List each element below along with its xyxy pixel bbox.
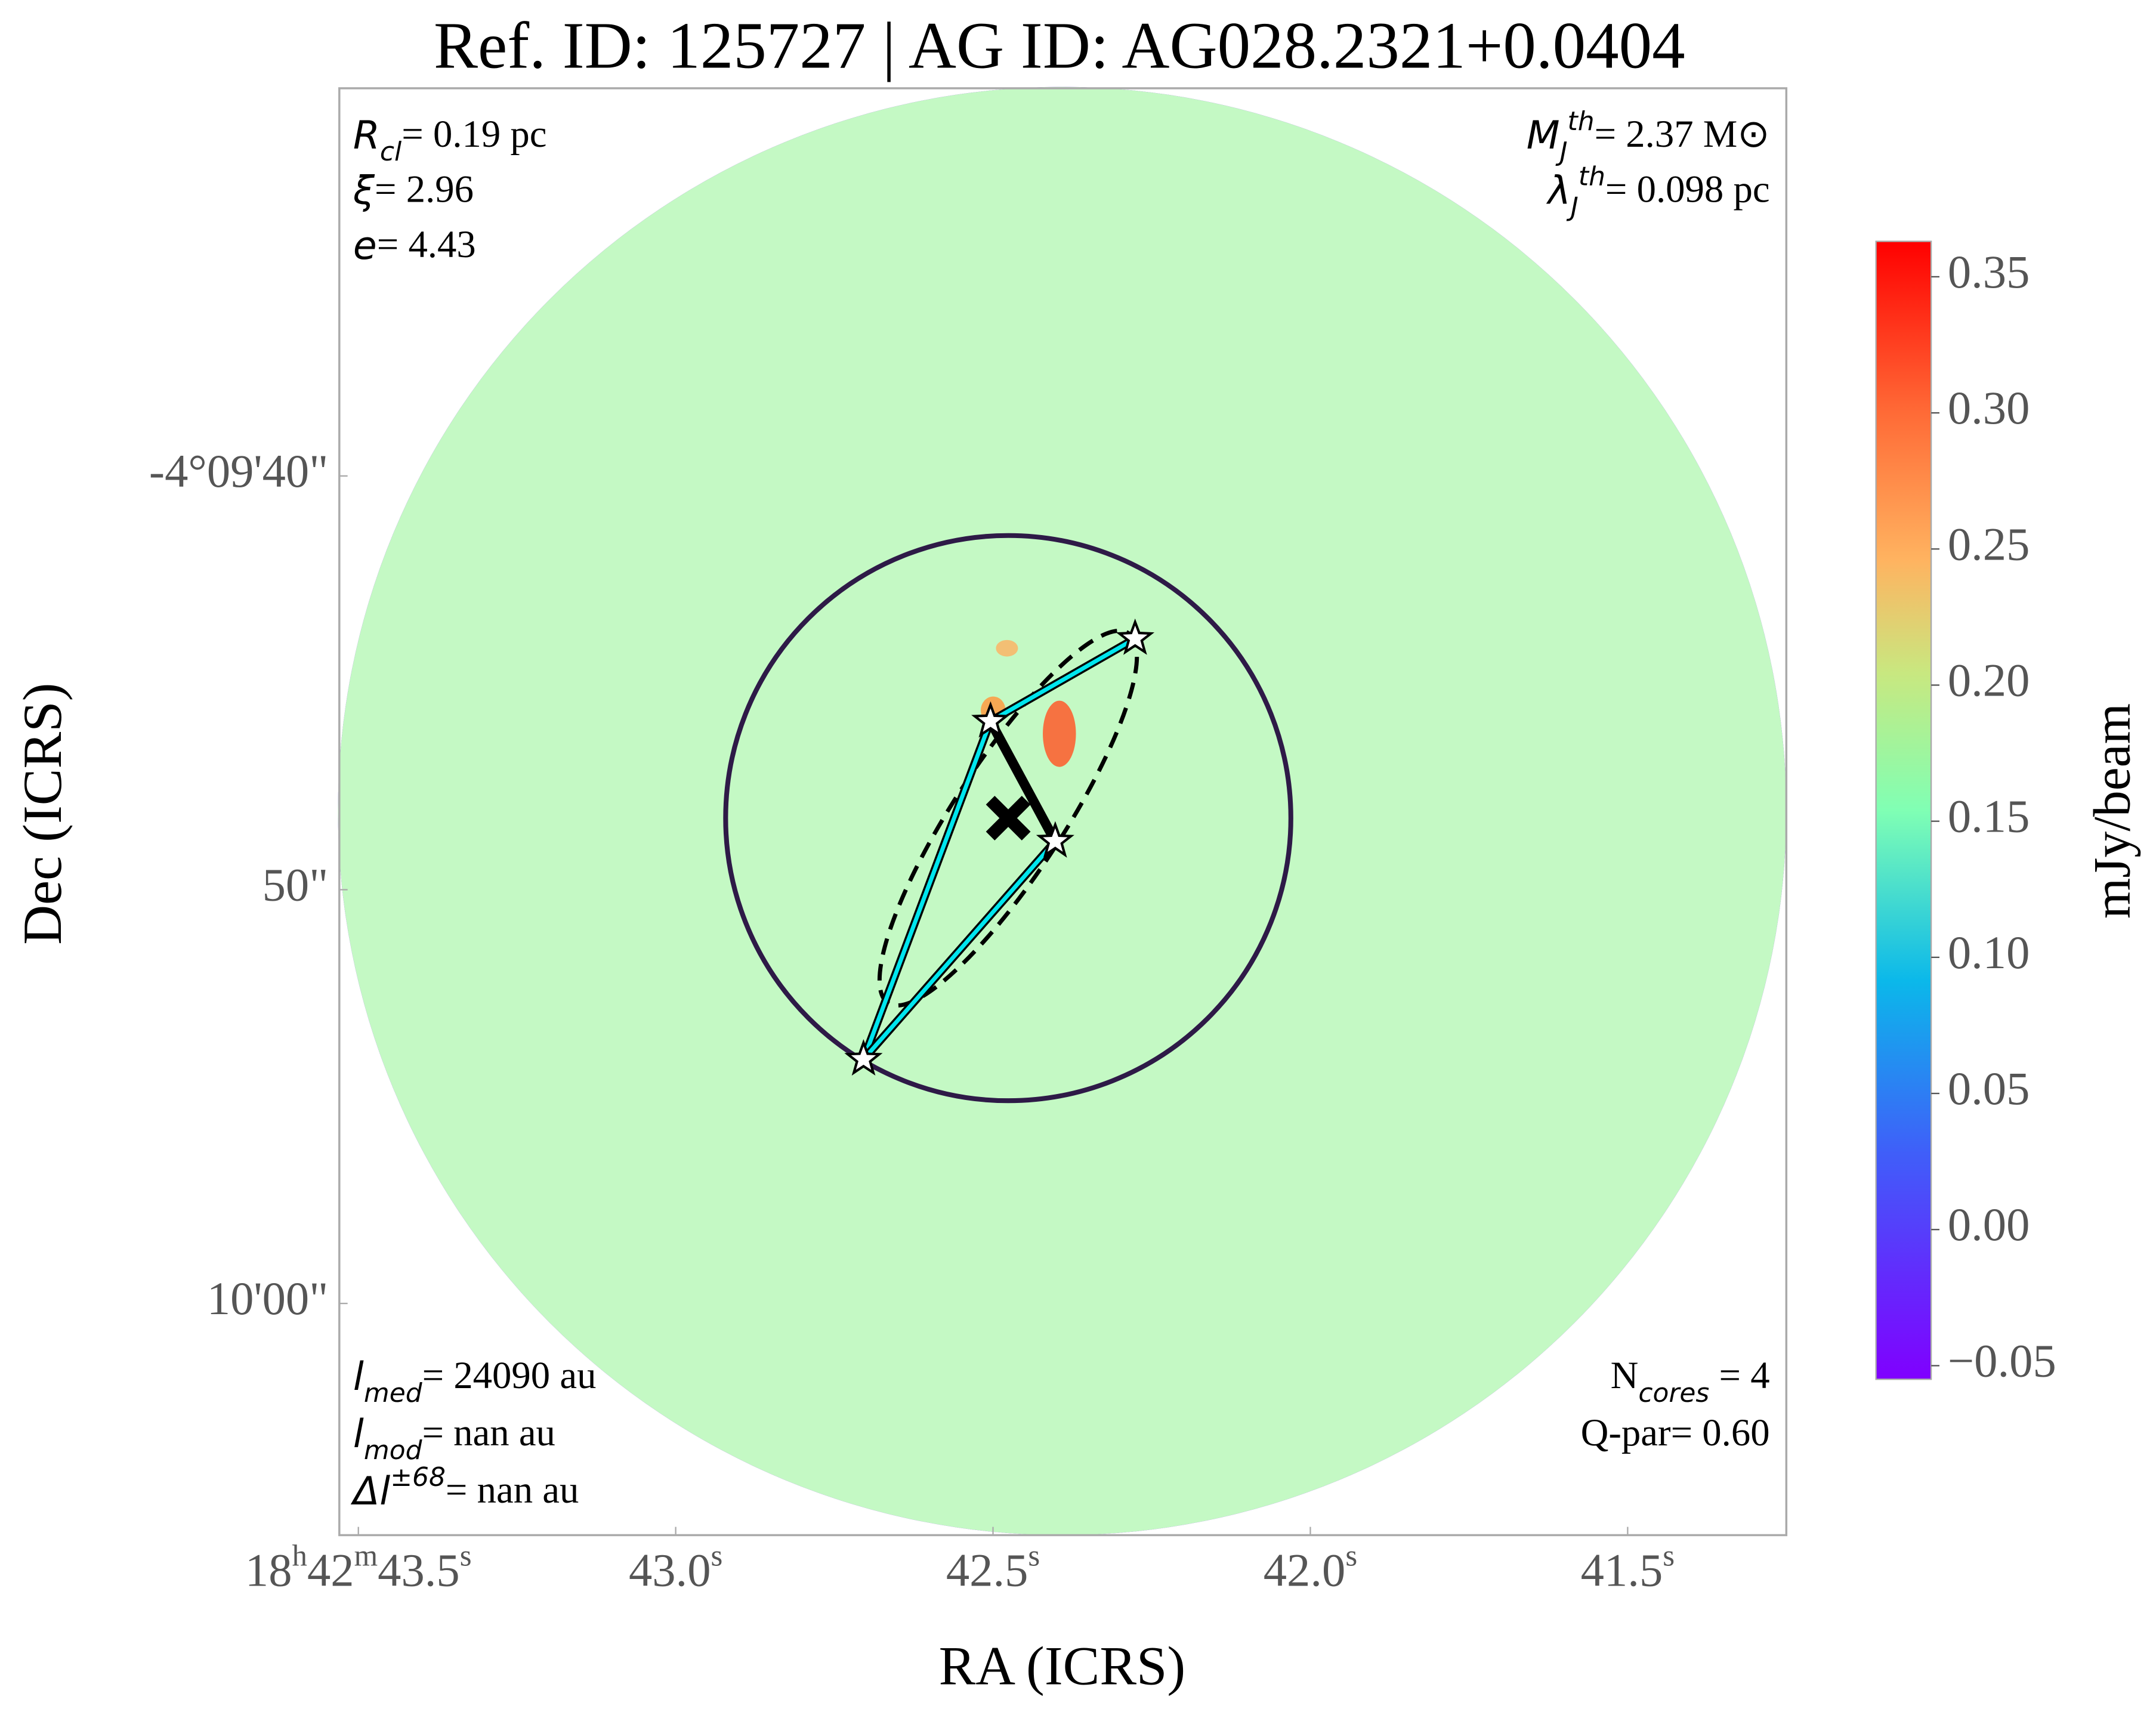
y-tick-label: -4°09'40" xyxy=(149,446,328,497)
colorbar xyxy=(1875,240,1932,1380)
annotation: e= 4.43 xyxy=(353,223,476,268)
overlay xyxy=(723,533,1293,1104)
clump-center xyxy=(986,796,1031,840)
chart-title: Ref. ID: 125727 | AG ID: AG028.2321+0.04… xyxy=(434,9,1685,82)
annotation: ξ= 2.96 xyxy=(353,168,474,214)
map xyxy=(338,86,1787,1535)
x-tick-label: 43.0s xyxy=(629,1539,722,1596)
annotation-part: cl xyxy=(380,137,401,167)
annotation-part: th xyxy=(1579,161,1605,191)
annotation-part: Δl xyxy=(350,1469,390,1514)
colorbar-tick-label: 0.00 xyxy=(1948,1199,2030,1251)
edge xyxy=(861,840,1057,1061)
edge xyxy=(989,636,1136,724)
emission xyxy=(1043,700,1076,767)
annotation-part: ξ xyxy=(353,168,375,213)
annotation: Ncores = 4 xyxy=(1611,1354,1770,1408)
annotation-part: l xyxy=(353,1355,364,1399)
separation-link xyxy=(986,719,1060,844)
annotation: lmod= nan au xyxy=(353,1411,555,1466)
annotation: lmed= 24090 au xyxy=(353,1354,597,1408)
annotation-part: = 2.37 M⊙ xyxy=(1595,113,1770,156)
x-tick-label: 18h42m43.5s xyxy=(245,1539,472,1596)
annotation-part: = nan au xyxy=(446,1469,579,1512)
edge xyxy=(861,720,993,1061)
colorbar-tick-label: −0.05 xyxy=(1948,1335,2056,1387)
annotation-part: ±68 xyxy=(390,1462,446,1492)
annotation-part: mod xyxy=(364,1435,423,1466)
annotation-part: Q-par= 0.60 xyxy=(1581,1411,1770,1454)
x-tick-label: 42.0s xyxy=(1264,1539,1357,1596)
annotation-part: l xyxy=(353,1412,364,1457)
core xyxy=(971,701,1010,738)
annotation: Δl±68= nan au xyxy=(350,1462,579,1514)
colorbar-label: mJy/beam xyxy=(2083,703,2141,919)
colorbar-tick-label: 0.15 xyxy=(1948,791,2030,843)
annotation-part: = nan au xyxy=(422,1411,555,1454)
annotation: λJth= 0.098 pc xyxy=(1546,161,1770,222)
annotation-part: = 2.96 xyxy=(375,168,474,211)
annotation-part: = 24090 au xyxy=(422,1354,597,1397)
y-tick-label: 50" xyxy=(262,860,329,911)
annotation-part: = 0.098 pc xyxy=(1605,168,1770,211)
annotation-part: = 4.43 xyxy=(377,223,476,266)
annotation-part: M xyxy=(1527,113,1560,158)
x-tick-label: 42.5s xyxy=(946,1539,1040,1596)
annotation-part: cores xyxy=(1638,1378,1709,1408)
clump-circle xyxy=(723,533,1293,1104)
annotation-part: = 4 xyxy=(1709,1354,1769,1397)
colorbar-tick-label: 0.35 xyxy=(1948,246,2030,298)
annotation-part: = 0.19 pc xyxy=(401,113,546,156)
annotation-part: N xyxy=(1611,1354,1639,1397)
annotation-part: R xyxy=(353,113,380,158)
colorbar-tick-label: 0.20 xyxy=(1948,655,2030,707)
y-axis-label: Dec (ICRS) xyxy=(13,683,73,945)
annotation: MJth= 2.37 M⊙ xyxy=(1527,106,1770,167)
x-tick-label: 41.5s xyxy=(1581,1539,1675,1596)
emission xyxy=(996,639,1018,657)
core xyxy=(844,1039,883,1076)
annotation-part: e xyxy=(353,224,377,268)
core xyxy=(1116,618,1155,655)
annotation-part: λ xyxy=(1546,168,1571,213)
plot-frame xyxy=(338,87,1788,1537)
y-tick-label: 10'00" xyxy=(207,1273,328,1325)
colorbar-tick-label: 0.30 xyxy=(1948,382,2030,434)
colorbar-tick-label: 0.05 xyxy=(1948,1063,2030,1115)
annotation: Q-par= 0.60 xyxy=(1581,1411,1770,1454)
colorbar-tick-label: 0.10 xyxy=(1948,927,2030,979)
colorbar-tick-label: 0.25 xyxy=(1948,518,2030,570)
x-axis-label: RA (ICRS) xyxy=(939,1636,1186,1697)
annotation-part: th xyxy=(1568,106,1595,137)
annotation: Rcl= 0.19 pc xyxy=(353,113,547,167)
core xyxy=(1036,821,1074,858)
annotation-part: med xyxy=(364,1378,423,1408)
map-noise xyxy=(338,86,1787,1535)
